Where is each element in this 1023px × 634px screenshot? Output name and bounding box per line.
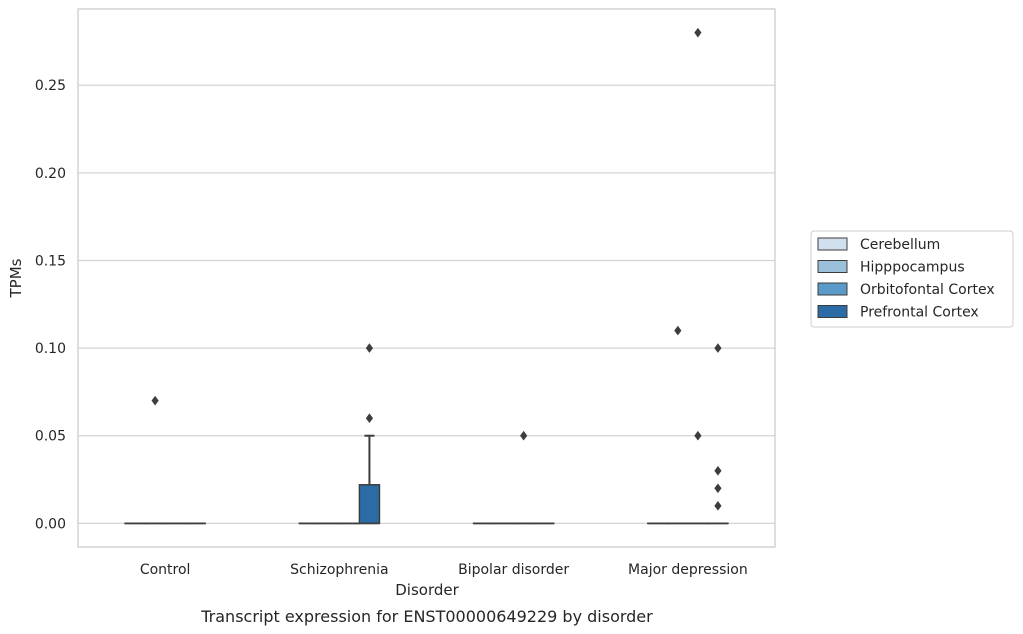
box-group xyxy=(144,395,166,525)
x-axis-tick-labels: Control Schizophrenia Bipolar disorder Majo… xyxy=(140,562,748,578)
x-axis-title: Disorder xyxy=(395,581,459,599)
outlier-point xyxy=(674,325,682,336)
legend-swatch xyxy=(817,305,848,318)
outlier-point xyxy=(694,27,702,38)
box-group xyxy=(358,343,381,525)
legend-label: Prefrontal Cortex xyxy=(860,305,979,321)
legend-label: Hipppocampus xyxy=(860,260,965,276)
box xyxy=(358,484,381,525)
outlier-point xyxy=(520,430,528,441)
box-plot-marks xyxy=(124,27,729,525)
legend-label: Orbitofontal Cortex xyxy=(860,282,995,298)
legend-frame xyxy=(810,230,1014,328)
outlier-point xyxy=(714,343,722,353)
legend-swatch xyxy=(817,237,848,251)
legend-swatch xyxy=(817,282,848,296)
y-tick-label: 0.00 xyxy=(35,516,66,532)
y-tick-label: 0.10 xyxy=(35,341,66,357)
y-tick-label: 0.20 xyxy=(35,166,66,182)
box-group xyxy=(512,430,535,525)
figure-caption: Transcript expression for ENST0000064922… xyxy=(200,607,653,626)
outlier-point xyxy=(365,413,374,423)
box-group xyxy=(667,325,689,525)
gridlines xyxy=(78,84,775,524)
legend-label: Cerebellum xyxy=(860,237,940,253)
y-tick-label: 0.05 xyxy=(35,429,66,445)
y-tick-label: 0.25 xyxy=(35,78,66,94)
x-tick-label: Major depression xyxy=(628,562,748,578)
y-axis-title: TPMs xyxy=(7,258,25,298)
legend-swatch xyxy=(817,260,848,273)
outlier-point xyxy=(365,343,374,353)
outlier-point xyxy=(714,501,722,511)
legend: Cerebellum Hipppocampus Orbitofontal Corte… xyxy=(810,230,1014,328)
box-group xyxy=(687,27,709,525)
y-tick-label: 0.15 xyxy=(35,253,66,269)
outlier-point xyxy=(151,395,159,406)
y-axis-tick-labels: 0.00 0.05 0.10 0.15 0.20 0.25 xyxy=(35,78,66,532)
outlier-point xyxy=(694,430,702,441)
x-tick-label: Bipolar disorder xyxy=(458,562,569,578)
outlier-point xyxy=(714,465,722,476)
x-tick-label: Schizophrenia xyxy=(290,562,388,578)
outlier-point xyxy=(714,483,722,494)
x-tick-label: Control xyxy=(140,562,191,578)
plot-area-frame xyxy=(77,8,776,548)
box-group xyxy=(707,343,729,525)
